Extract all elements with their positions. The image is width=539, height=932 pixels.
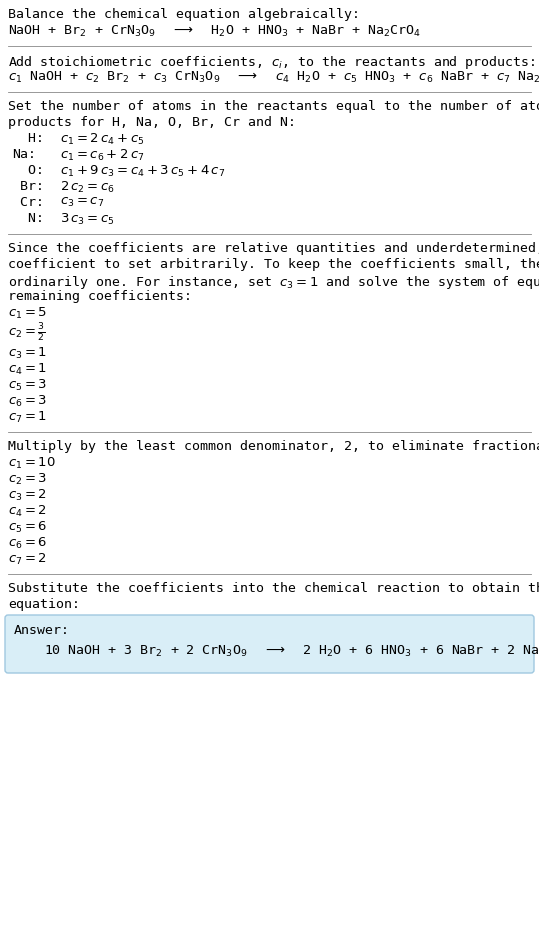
Text: $c_1 = 5$: $c_1 = 5$ <box>8 306 47 322</box>
Text: $c_4 = 2$: $c_4 = 2$ <box>8 504 47 519</box>
Text: $3\,c_3 = c_5$: $3\,c_3 = c_5$ <box>60 212 115 227</box>
Text: products for H, Na, O, Br, Cr and N:: products for H, Na, O, Br, Cr and N: <box>8 116 296 129</box>
Text: Since the coefficients are relative quantities and underdetermined, choose a: Since the coefficients are relative quan… <box>8 242 539 255</box>
Text: $c_1 + 9\,c_3 = c_4 + 3\,c_5 + 4\,c_7$: $c_1 + 9\,c_3 = c_4 + 3\,c_5 + 4\,c_7$ <box>60 164 225 179</box>
Text: $c_7 = 1$: $c_7 = 1$ <box>8 410 47 425</box>
Text: $c_1 = 10$: $c_1 = 10$ <box>8 456 56 471</box>
Text: Multiply by the least common denominator, 2, to eliminate fractional coefficient: Multiply by the least common denominator… <box>8 440 539 453</box>
Text: $c_2 = \frac{3}{2}$: $c_2 = \frac{3}{2}$ <box>8 322 46 344</box>
Text: $c_5 = 3$: $c_5 = 3$ <box>8 378 47 393</box>
Text: $c_6 = 3$: $c_6 = 3$ <box>8 394 47 409</box>
Text: H:: H: <box>12 132 44 145</box>
Text: $c_3 = c_7$: $c_3 = c_7$ <box>60 196 104 209</box>
Text: $c_3 = 2$: $c_3 = 2$ <box>8 488 47 503</box>
Text: Answer:: Answer: <box>14 624 70 637</box>
Text: $c_4 = 1$: $c_4 = 1$ <box>8 362 47 377</box>
Text: $c_5 = 6$: $c_5 = 6$ <box>8 520 47 535</box>
Text: N:: N: <box>12 212 44 225</box>
Text: Cr:: Cr: <box>12 196 44 209</box>
Text: Na:: Na: <box>12 148 36 161</box>
Text: remaining coefficients:: remaining coefficients: <box>8 290 192 303</box>
Text: $c_1$ NaOH + $c_2$ Br$_2$ + $c_3$ CrN$_3$O$_9$  $\longrightarrow$  $c_4$ H$_2$O : $c_1$ NaOH + $c_2$ Br$_2$ + $c_3$ CrN$_3… <box>8 70 539 85</box>
Text: Substitute the coefficients into the chemical reaction to obtain the balanced: Substitute the coefficients into the che… <box>8 582 539 595</box>
Text: 10 NaOH + 3 Br$_2$ + 2 CrN$_3$O$_9$  $\longrightarrow$  2 H$_2$O + 6 HNO$_3$ + 6: 10 NaOH + 3 Br$_2$ + 2 CrN$_3$O$_9$ $\lo… <box>44 644 539 659</box>
Text: $c_1 = 2\,c_4 + c_5$: $c_1 = 2\,c_4 + c_5$ <box>60 132 144 147</box>
Text: Add stoichiometric coefficients, $c_i$, to the reactants and products:: Add stoichiometric coefficients, $c_i$, … <box>8 54 536 71</box>
Text: $c_7 = 2$: $c_7 = 2$ <box>8 552 47 567</box>
Text: $c_3 = 1$: $c_3 = 1$ <box>8 346 47 361</box>
Text: $c_2 = 3$: $c_2 = 3$ <box>8 472 47 487</box>
Text: O:: O: <box>12 164 44 177</box>
Text: Balance the chemical equation algebraically:: Balance the chemical equation algebraica… <box>8 8 360 21</box>
Text: $c_1 = c_6 + 2\,c_7$: $c_1 = c_6 + 2\,c_7$ <box>60 148 144 163</box>
Text: coefficient to set arbitrarily. To keep the coefficients small, the arbitrary va: coefficient to set arbitrarily. To keep … <box>8 258 539 271</box>
Text: Set the number of atoms in the reactants equal to the number of atoms in the: Set the number of atoms in the reactants… <box>8 100 539 113</box>
FancyBboxPatch shape <box>5 615 534 673</box>
Text: $c_6 = 6$: $c_6 = 6$ <box>8 536 47 551</box>
Text: Br:: Br: <box>12 180 44 193</box>
Text: NaOH + Br$_2$ + CrN$_3$O$_9$  $\longrightarrow$  H$_2$O + HNO$_3$ + NaBr + Na$_2: NaOH + Br$_2$ + CrN$_3$O$_9$ $\longright… <box>8 24 421 39</box>
Text: equation:: equation: <box>8 598 80 611</box>
Text: $2\,c_2 = c_6$: $2\,c_2 = c_6$ <box>60 180 115 195</box>
Text: ordinarily one. For instance, set $c_3 = 1$ and solve the system of equations fo: ordinarily one. For instance, set $c_3 =… <box>8 274 539 291</box>
